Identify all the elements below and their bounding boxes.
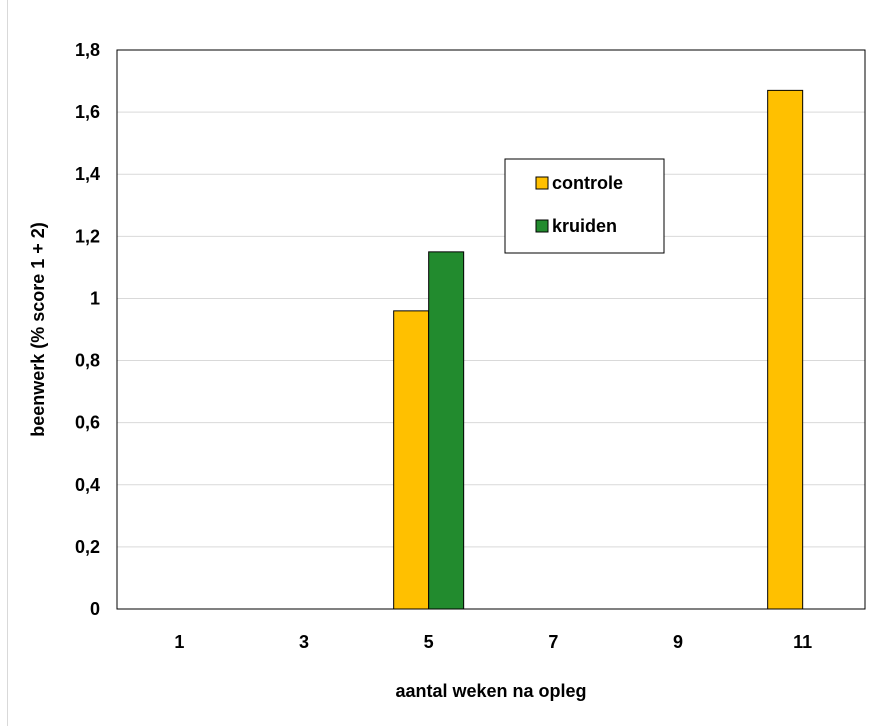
x-tick-label: 3 <box>299 632 309 652</box>
legend-swatch-kruiden <box>535 219 549 233</box>
x-tick-label: 5 <box>424 632 434 652</box>
x-tick-label: 11 <box>793 632 812 652</box>
legend-swatch-controle <box>535 176 549 190</box>
x-tick-label: 7 <box>548 632 558 652</box>
legend-label-controle: controle <box>552 173 623 193</box>
y-tick-label: 1,4 <box>75 164 100 184</box>
plot-area <box>116 49 866 610</box>
x-axis-ticks: 1 3 5 7 9 11 <box>174 632 812 652</box>
x-axis-title: aantal weken na opleg <box>395 681 586 701</box>
gridlines <box>117 111 865 548</box>
y-tick-label: 0 <box>90 599 100 619</box>
y-tick-label: 1,2 <box>75 226 100 246</box>
x-tick-label: 9 <box>673 632 683 652</box>
y-tick-label: 1 <box>90 288 100 308</box>
y-axis-ticks: 0 0,2 0,4 0,6 0,8 1 1,2 1,4 1,6 1,8 <box>75 40 100 619</box>
y-tick-label: 1,6 <box>75 102 100 122</box>
bar-controle-week-5 <box>393 310 430 610</box>
y-tick-label: 1,8 <box>75 40 100 60</box>
y-tick-label: 0,4 <box>75 475 100 495</box>
y-tick-label: 0,2 <box>75 537 100 557</box>
y-tick-label: 0,6 <box>75 413 100 433</box>
legend-label-kruiden: kruiden <box>552 216 617 236</box>
legend-items: controle kruiden <box>535 173 623 236</box>
bars <box>393 89 804 610</box>
legend-box <box>504 158 665 254</box>
left-divider <box>7 0 8 726</box>
bar-controle-week-11 <box>767 89 804 610</box>
x-tick-label: 1 <box>174 632 184 652</box>
y-axis-title: beenwerk (% score 1 + 2) <box>28 222 48 437</box>
y-tick-label: 0,8 <box>75 351 100 371</box>
bar-kruiden-week-5 <box>428 251 465 610</box>
legend: controle kruiden <box>504 158 665 254</box>
